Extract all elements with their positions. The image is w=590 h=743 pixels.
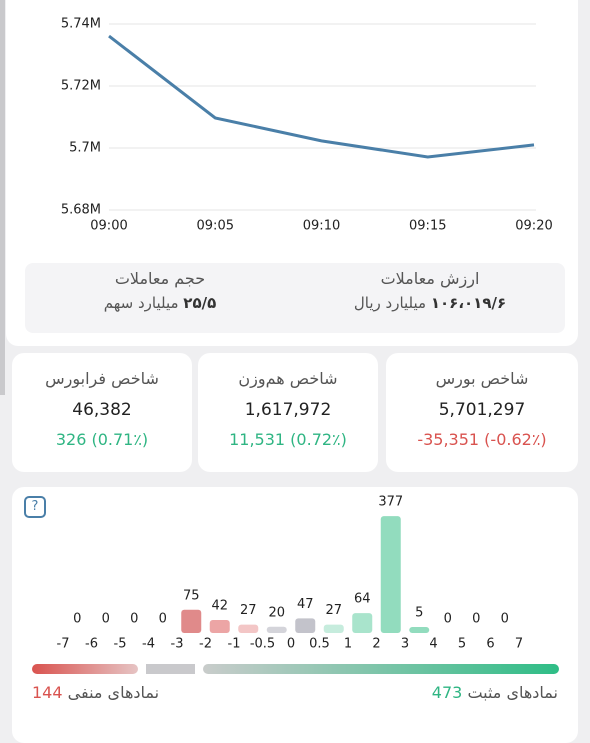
bar: [352, 613, 373, 633]
index-card: 5.68M 5.7M 5.72M 5.74M 09:00 09:05 09:10 09:15 0…: [6, 0, 578, 346]
bin-label: -5: [114, 637, 127, 652]
bar: [181, 609, 202, 633]
value-label: 47: [297, 597, 314, 612]
bar: [323, 624, 344, 633]
index-card: شاخص هم‌وزن 1,617,972 11,531 (0.72٪): [198, 353, 378, 472]
bin-label: 5: [458, 637, 466, 652]
index-change: 326 (0.71٪): [55, 430, 149, 449]
bin-label: 7: [515, 637, 523, 652]
breadth-card: ? -7 -6 -5 -4 -3 -2 -1 -0.5 0 0.5 1 2 3 4 5 6 7 0 0 0 0 75 42 2…: [12, 487, 578, 743]
index-value: 46,382: [72, 400, 132, 420]
label: ارزش معاملات: [380, 269, 480, 288]
value-label: 27: [325, 603, 342, 618]
bin-label: -4: [142, 637, 155, 652]
bar: [380, 516, 401, 633]
unit: میلیارد ریال: [353, 294, 427, 312]
index-card: شاخص فرابورس 46,382 326 (0.71٪): [12, 353, 192, 472]
line-series: [108, 34, 535, 159]
bin-label: 2: [372, 637, 380, 652]
neutral-bar: [146, 664, 195, 674]
bin-label: -7: [57, 637, 70, 652]
index-title: شاخص هم‌وزن: [238, 369, 338, 388]
negative-legend: 144 نمادهای منفی: [32, 683, 159, 702]
index-change: 11,531 (0.72٪): [229, 430, 347, 449]
bin-label: 0.5: [309, 637, 330, 652]
index-title: شاخص بورس: [435, 369, 529, 388]
bin-label: -2: [199, 637, 212, 652]
negative-bar: [32, 664, 138, 674]
positive-count: 473: [431, 683, 463, 702]
unit: میلیارد سهم: [103, 294, 179, 312]
scrollbar: [0, 0, 5, 395]
value: ۲۵/۵: [183, 294, 217, 312]
positive-bar: [203, 664, 559, 674]
y-tick-label: 5.72M: [61, 79, 101, 94]
bin-label: 6: [486, 637, 494, 652]
summary-box: ارزش معاملات ۱۰۶،۰۱۹/۶ میلیارد ریال حجم …: [25, 263, 565, 333]
x-tick-label: 09:15: [409, 219, 446, 234]
volume-block: حجم معاملات ۲۵/۵ میلیارد سهم: [25, 269, 295, 312]
value-label: 75: [183, 588, 200, 603]
value-label: 5: [415, 606, 423, 621]
value-label: 0: [501, 612, 509, 627]
bin-label: -1: [228, 637, 241, 652]
bin-label: 0: [287, 637, 295, 652]
value-line: ۱۰۶،۰۱۹/۶ میلیارد ریال: [295, 294, 565, 312]
value-block: ارزش معاملات ۱۰۶،۰۱۹/۶ میلیارد ریال: [295, 269, 565, 312]
index-value: 5,701,297: [438, 400, 526, 420]
value-label: 0: [73, 612, 81, 627]
value-label: 27: [240, 603, 257, 618]
y-tick-label: 5.68M: [61, 203, 101, 218]
negative-count: 144: [32, 683, 63, 702]
bin-label: -3: [171, 637, 184, 652]
value-label: 64: [354, 592, 371, 607]
x-tick-label: 09:05: [197, 219, 234, 234]
positive-legend: نمادهای مثبت 473: [432, 683, 558, 702]
value-line: ۲۵/۵ میلیارد سهم: [25, 294, 295, 312]
line-chart: 5.68M 5.7M 5.72M 5.74M 09:00 09:05 09:10 09:15 0…: [61, 17, 553, 234]
bar: [295, 618, 316, 633]
y-tick-label: 5.7M: [69, 141, 101, 156]
index-change: -35,351 (-0.62٪): [417, 430, 547, 449]
x-tick-label: 09:10: [303, 219, 340, 234]
x-tick-label: 09:00: [90, 219, 127, 234]
y-tick-label: 5.74M: [61, 17, 101, 32]
positive-label: نمادهای مثبت: [467, 683, 558, 702]
value-label: 377: [378, 495, 403, 510]
label: حجم معاملات: [114, 269, 206, 288]
bin-label: 1: [344, 637, 352, 652]
bar: [238, 624, 259, 633]
bin-label: 4: [429, 637, 437, 652]
value-label: 0: [102, 612, 110, 627]
bar: [266, 626, 287, 633]
bar: [209, 619, 230, 633]
value-label: 0: [444, 612, 452, 627]
x-tick-label: 09:20: [515, 219, 552, 234]
value-label: 0: [159, 612, 167, 627]
index-title: شاخص فرابورس: [45, 369, 159, 388]
help-icon[interactable]: ?: [24, 496, 46, 518]
bar: [409, 627, 430, 633]
value-label: 0: [472, 612, 480, 627]
bin-label: 3: [401, 637, 409, 652]
bin-label: -0.5: [250, 637, 275, 652]
negative-label: نمادهای منفی: [67, 683, 160, 702]
value: ۱۰۶،۰۱۹/۶: [430, 294, 507, 312]
value-label: 0: [130, 612, 138, 627]
bin-label: -6: [85, 637, 98, 652]
value-label: 42: [211, 598, 228, 613]
index-card: شاخص بورس 5,701,297 -35,351 (-0.62٪): [386, 353, 578, 472]
value-label: 20: [268, 605, 285, 620]
index-value: 1,617,972: [244, 400, 332, 420]
